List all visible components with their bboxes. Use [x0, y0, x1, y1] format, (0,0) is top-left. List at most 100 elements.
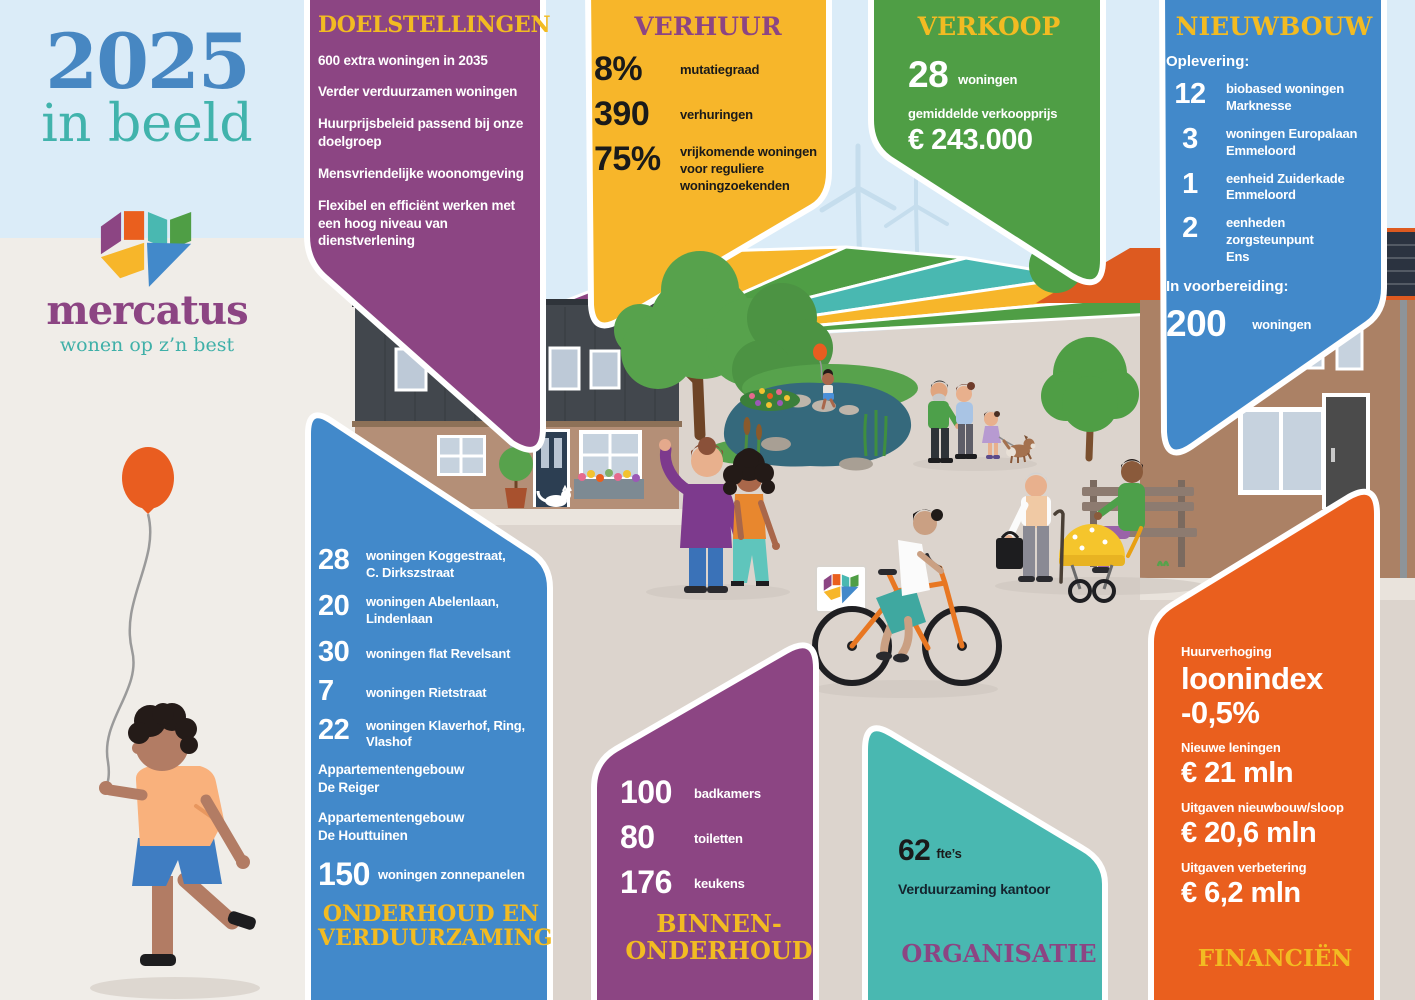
- stat-row: 28 woningen: [908, 56, 1092, 93]
- stat-value: 390: [594, 95, 650, 133]
- finance-value: € 21 mln: [1181, 757, 1294, 790]
- stat-row: 7 woningen Rietstraat: [318, 674, 544, 707]
- panel-verkoop: [868, 0, 1106, 286]
- panel-title-nieuwbouw: NIEUWBOUW: [1175, 12, 1373, 41]
- stat-row: 150 woningen zonnepanelen: [318, 858, 544, 890]
- goal-item: 600 extra woningen in 2035: [318, 52, 488, 68]
- pram: [1059, 524, 1143, 603]
- stat-label: fte’s: [936, 846, 962, 862]
- panel-content-doelstellingen: DOELSTELLINGEN 600 extra woningen in 203…: [318, 12, 551, 250]
- brand-tagline: wonen op z’n best: [59, 334, 235, 356]
- goal-item: Verder verduurzamen woningen: [318, 84, 518, 100]
- girl: [982, 411, 1001, 459]
- stat-row: 75% vrijkomende woningen voor reguliere …: [594, 142, 822, 195]
- stat-label: badkamers: [694, 786, 761, 801]
- stat-value: 1: [1182, 167, 1198, 200]
- panel-content-nieuwbouw: NIEUWBOUW Oplevering: 12 biobased woning…: [1166, 13, 1382, 352]
- stat-row: 28 woningen Koggestraat, C. Dirkszstraat: [318, 546, 544, 582]
- grass-tuft: [1156, 560, 1170, 567]
- panel-content-verkoop: VERKOOP 28 woningen gemiddelde verkooppr…: [886, 13, 1092, 157]
- stat-label: woningen Abelenlaan, Lindenlaan: [366, 593, 499, 626]
- finance-label: Uitgaven nieuwbouw/sloop: [1181, 800, 1344, 816]
- brand-name: mercatus: [46, 287, 248, 334]
- panel-title-binnenonderhoud: BINNEN- ONDERHOUD: [625, 909, 813, 965]
- note: Verduurzaming kantoor: [898, 881, 1051, 897]
- panel-organisatie: [862, 725, 1108, 1000]
- stat-row: 390 verhuringen: [594, 97, 822, 131]
- small-balloon-icon: [813, 343, 827, 361]
- stat-value: 20: [318, 589, 350, 622]
- stat-value: 28: [318, 544, 350, 576]
- stat-row: 2 eenheden zorgsteunpunt Ens: [1166, 214, 1382, 266]
- flower-box: [578, 469, 640, 482]
- stat-label: biobased woningen Marknesse: [1226, 81, 1344, 113]
- stat-row: 1 eenheid Zuiderkade Emmeloord: [1166, 167, 1382, 205]
- leash: [998, 436, 1015, 447]
- stat-value: 176: [620, 864, 672, 900]
- stat-value: 28: [908, 54, 949, 95]
- stat-value: 62: [898, 834, 931, 867]
- stat-value: 150: [318, 855, 370, 892]
- building-item: Appartementengebouw De Houttuinen: [318, 810, 465, 843]
- finance-label: Nieuwe leningen: [1181, 740, 1281, 756]
- stat-label: woningen zonnepanelen: [378, 866, 525, 882]
- panel-doelstellingen: [304, 0, 546, 453]
- balloon-string: [104, 513, 152, 789]
- potted-plant: [499, 447, 533, 508]
- title-block: 2025 in beeld: [40, 17, 254, 155]
- stat-label: verhuringen: [680, 106, 753, 122]
- section-label: In voorbereiding:: [1166, 278, 1289, 296]
- panel-title-onderhoud: ONDERHOUD EN VERDUURZAMING: [318, 900, 553, 952]
- stat-value: 100: [620, 774, 672, 810]
- couple: [646, 437, 790, 600]
- stat-label: eenheden zorgsteunpunt Ens: [1226, 215, 1314, 265]
- stat-value: 7: [318, 674, 334, 707]
- child-with-balloon: [90, 447, 260, 999]
- panel-title-organisatie: ORGANISATIE: [901, 939, 1097, 968]
- stat-label: woningen Klaverhof, Ring, Vlashof: [366, 717, 525, 750]
- panel-title-doelstellingen: DOELSTELLINGEN: [318, 12, 551, 38]
- stat-row: 30 woningen flat Revelsant: [318, 637, 544, 667]
- panels: [304, 0, 1387, 1000]
- stat-label: woningen: [1252, 317, 1312, 333]
- stat-label: woningen Koggestraat, C. Dirkszstraat: [366, 548, 506, 580]
- panel-title-verkoop: VERKOOP: [917, 12, 1061, 41]
- cyclist: [812, 509, 1002, 698]
- panel-title-financien: FINANCIËN: [1197, 944, 1353, 972]
- goal-item: Flexibel en efficiënt werken met een hoo…: [318, 197, 515, 249]
- stat-value: 8%: [594, 50, 643, 88]
- section-label: Oplevering:: [1166, 53, 1250, 70]
- page-title: 2025: [45, 17, 251, 106]
- page-subtitle: in beeld: [41, 94, 253, 155]
- mercatus-logo-icon: [100, 211, 192, 287]
- finance-value: € 20,6 mln: [1181, 817, 1317, 850]
- panel-content-financien: Huurverhoging loonindex -0,5% Nieuwe len…: [1181, 634, 1369, 972]
- building-item: Appartementengebouw De Reiger: [318, 762, 465, 795]
- panel-title-verhuur: VERHUUR: [634, 12, 782, 41]
- goal-item: Huurprijsbeleid passend bij onze doelgro…: [318, 116, 524, 150]
- stat-label: eenheid Zuiderkade Emmeloord: [1226, 170, 1345, 203]
- stat-value: 200: [1166, 303, 1227, 345]
- stat-row: 22 woningen Klaverhof, Ring, Vlashof: [318, 713, 544, 752]
- price-value: € 243.000: [908, 124, 1033, 156]
- panel-content-organisatie: 62 fte’s Verduurzaming kantoor ORGANISAT…: [898, 836, 1100, 968]
- stat-row: 8% mutatiegraad: [594, 52, 822, 86]
- bench-scene: [995, 459, 1205, 603]
- stat-row: 12 biobased woningen Marknesse: [1166, 80, 1382, 115]
- panel-binnenonderhoud: [591, 642, 819, 1000]
- brand-block: mercatus wonen op z’n best: [30, 208, 264, 356]
- stat-label: vrijkomende woningen voor reguliere woni…: [680, 144, 817, 193]
- stat-value: 75%: [594, 140, 661, 178]
- stat-value: 3: [1182, 122, 1198, 155]
- cat: [536, 484, 572, 507]
- stat-row: 200 woningen: [1166, 305, 1382, 342]
- stat-value: 80: [620, 819, 655, 855]
- stat-row: 80 toiletten: [620, 821, 818, 853]
- flower-bed: [740, 388, 800, 411]
- panel-verhuur: [585, 0, 832, 329]
- stat-value: 22: [318, 713, 350, 746]
- stat-row: 3 woningen Europalaan Emmeloord: [1166, 122, 1382, 160]
- child-on-stones: [813, 343, 836, 410]
